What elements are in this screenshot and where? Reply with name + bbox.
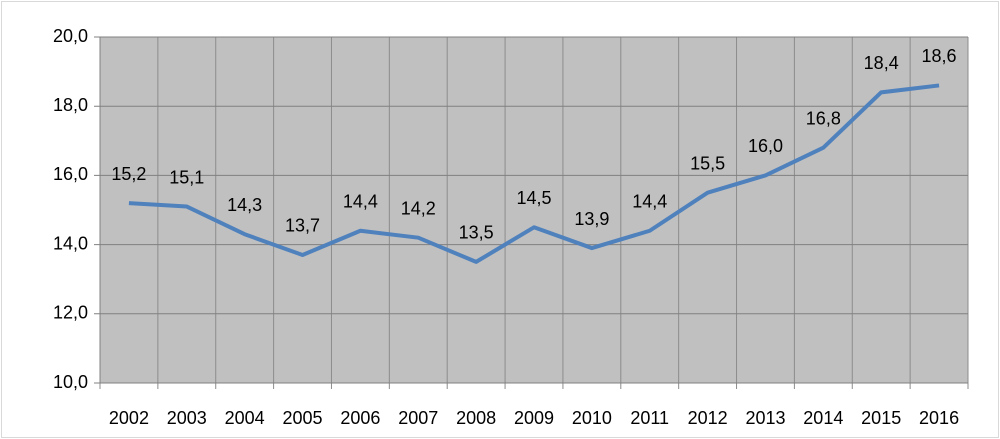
x-tick-label: 2004 bbox=[225, 408, 265, 428]
x-tick-label: 2007 bbox=[398, 408, 438, 428]
data-label: 13,9 bbox=[574, 209, 609, 229]
data-label: 15,5 bbox=[690, 153, 725, 173]
data-label: 16,8 bbox=[806, 108, 841, 128]
x-tick-label: 2005 bbox=[283, 408, 323, 428]
data-label: 14,4 bbox=[343, 192, 378, 212]
x-tick-label: 2008 bbox=[456, 408, 496, 428]
y-tick-label: 20,0 bbox=[53, 26, 88, 46]
data-label: 14,4 bbox=[632, 192, 667, 212]
data-label: 14,5 bbox=[516, 188, 551, 208]
data-line bbox=[128, 83, 940, 264]
x-tick-label: 2010 bbox=[572, 408, 612, 428]
data-label: 18,4 bbox=[864, 53, 899, 73]
data-label: 13,5 bbox=[459, 223, 494, 243]
x-tick-label: 2006 bbox=[340, 408, 380, 428]
y-tick-label: 12,0 bbox=[53, 303, 88, 323]
y-tick-label: 16,0 bbox=[53, 164, 88, 184]
x-tick-label: 2016 bbox=[919, 408, 959, 428]
x-tick-label: 2015 bbox=[861, 408, 901, 428]
x-tick-label: 2013 bbox=[745, 408, 785, 428]
y-tick-label: 14,0 bbox=[53, 233, 88, 253]
x-tick-label: 2003 bbox=[167, 408, 207, 428]
y-tick-label: 18,0 bbox=[53, 95, 88, 115]
x-tick-label: 2009 bbox=[514, 408, 554, 428]
x-tick-label: 2002 bbox=[109, 408, 149, 428]
data-label: 15,2 bbox=[111, 164, 146, 184]
x-tick-label: 2014 bbox=[803, 408, 843, 428]
data-label: 14,2 bbox=[401, 198, 436, 218]
data-label: 16,0 bbox=[748, 136, 783, 156]
data-label: 14,3 bbox=[227, 195, 262, 215]
data-label: 13,7 bbox=[285, 216, 320, 236]
data-label: 15,1 bbox=[169, 167, 204, 187]
x-tick-label: 2012 bbox=[688, 408, 728, 428]
plot-area bbox=[100, 37, 968, 383]
y-tick-label: 10,0 bbox=[53, 372, 88, 392]
data-label: 18,6 bbox=[922, 46, 957, 66]
x-tick-label: 2011 bbox=[630, 408, 669, 428]
